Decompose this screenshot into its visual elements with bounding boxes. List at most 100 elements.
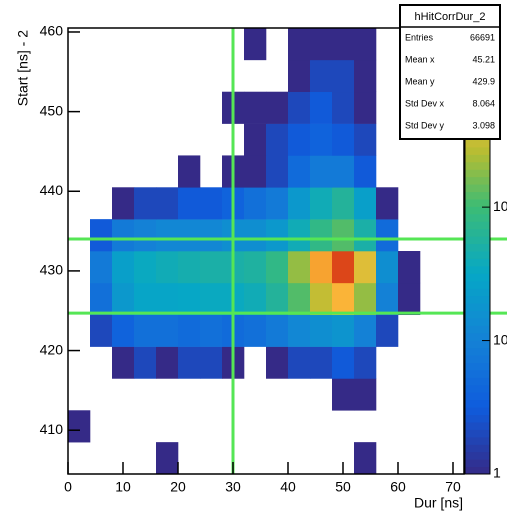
heatmap-cell bbox=[288, 187, 311, 220]
heatmap-cell bbox=[90, 442, 112, 474]
heatmap-cell bbox=[442, 347, 464, 379]
heatmap-cell bbox=[398, 282, 421, 316]
stats-box bbox=[399, 4, 501, 140]
heatmap-cell bbox=[354, 123, 377, 156]
heatmap-cell bbox=[288, 219, 311, 252]
heatmap-cell bbox=[68, 155, 90, 187]
heatmap-cell bbox=[376, 155, 398, 187]
heatmap-cell bbox=[178, 282, 201, 316]
heatmap-cell bbox=[156, 378, 178, 410]
colorbar-segment bbox=[465, 392, 490, 401]
heatmap-cell bbox=[288, 410, 310, 442]
x-tick-label: 60 bbox=[390, 479, 406, 495]
heatmap-cell bbox=[354, 219, 377, 252]
heatmap-cell bbox=[90, 60, 112, 92]
heatmap-cell bbox=[244, 60, 266, 92]
heatmap-cell bbox=[266, 60, 288, 92]
heatmap-cell bbox=[266, 410, 288, 442]
heatmap-cell bbox=[310, 314, 333, 347]
heatmap-cell bbox=[266, 378, 288, 410]
heatmap-cell bbox=[244, 282, 267, 316]
heatmap-cell bbox=[200, 92, 222, 124]
heatmap-cell bbox=[398, 378, 420, 410]
heatmap-cell bbox=[244, 442, 266, 474]
heatmap-cell bbox=[354, 28, 377, 61]
heatmap-cell bbox=[420, 283, 442, 315]
heatmap-cell bbox=[266, 282, 289, 316]
heatmap-cell bbox=[310, 59, 333, 93]
stats-label: Mean x bbox=[405, 54, 435, 64]
heatmap-cell bbox=[178, 28, 200, 60]
heatmap-cell bbox=[178, 314, 201, 347]
stats-label: Std Dev y bbox=[405, 120, 445, 130]
heatmap-cell bbox=[310, 378, 332, 410]
y-tick-label: 450 bbox=[40, 102, 64, 118]
colorbar-segment bbox=[465, 451, 490, 460]
heatmap-cell bbox=[244, 123, 267, 156]
colorbar-segment bbox=[465, 169, 490, 178]
y-axis-label: Start [ns] - 2 bbox=[15, 30, 31, 106]
heatmap-cell bbox=[178, 410, 200, 442]
x-axis-label: Dur [ns] bbox=[414, 495, 463, 511]
heatmap-cell bbox=[288, 314, 311, 347]
heatmap-cell bbox=[332, 28, 355, 61]
heatmap-cell bbox=[134, 92, 156, 124]
heatmap-cell bbox=[200, 251, 223, 284]
colorbar-segment bbox=[465, 414, 490, 423]
heatmap-cell bbox=[156, 155, 178, 187]
heatmap-cell bbox=[134, 282, 157, 316]
heatmap-cell bbox=[200, 378, 222, 410]
heatmap-cell bbox=[288, 155, 311, 188]
colorbar-segment bbox=[465, 347, 490, 356]
heatmap-cell bbox=[420, 187, 442, 219]
heatmap-cell bbox=[376, 92, 398, 124]
colorbar-tick-label: 1 bbox=[493, 465, 501, 481]
heatmap-cell bbox=[354, 346, 377, 379]
heatmap-cell bbox=[156, 28, 178, 60]
heatmap-cell bbox=[134, 187, 157, 220]
heatmap-cell bbox=[354, 314, 377, 347]
colorbar-segment bbox=[465, 325, 490, 334]
heatmap-cell bbox=[376, 314, 399, 347]
heatmap-cell bbox=[332, 378, 355, 411]
heatmap-cell bbox=[112, 251, 135, 284]
heatmap-cell bbox=[288, 346, 311, 379]
heatmap-cell bbox=[266, 346, 289, 379]
heatmap-cell bbox=[68, 442, 90, 474]
heatmap-cell bbox=[90, 347, 112, 379]
heatmap-cell bbox=[244, 28, 267, 61]
colorbar-segment bbox=[465, 436, 490, 445]
heatmap-cell bbox=[200, 187, 223, 220]
x-tick-label: 20 bbox=[170, 479, 186, 495]
heatmap-cell bbox=[288, 59, 311, 93]
heatmap-cell bbox=[112, 314, 135, 347]
heatmap-cell bbox=[266, 28, 288, 60]
heatmap-cell bbox=[156, 187, 179, 220]
heatmap-cell bbox=[442, 219, 464, 251]
colorbar-segment bbox=[465, 198, 490, 207]
heatmap-cell bbox=[68, 378, 90, 410]
colorbar-segment bbox=[465, 384, 490, 393]
heatmap-cell bbox=[244, 155, 267, 188]
heatmap-cell bbox=[134, 155, 156, 187]
heatmap-cell bbox=[310, 187, 333, 220]
heatmap-cell bbox=[376, 442, 398, 474]
heatmap-cell bbox=[244, 91, 267, 124]
x-tick-label: 30 bbox=[225, 479, 241, 495]
x-tick-label: 70 bbox=[445, 479, 461, 495]
heatmap-cell bbox=[178, 442, 200, 474]
heatmap-cell bbox=[310, 442, 332, 474]
heatmap-cell bbox=[376, 124, 398, 156]
heatmap-cell bbox=[134, 346, 157, 379]
heatmap-cell bbox=[112, 410, 134, 442]
colorbar-segment bbox=[465, 243, 490, 252]
y-tick-label: 420 bbox=[40, 341, 64, 357]
colorbar-segment bbox=[465, 317, 490, 326]
x-tick-label: 50 bbox=[335, 479, 351, 495]
heatmap-cell bbox=[266, 251, 289, 284]
heatmap-cell bbox=[288, 123, 311, 156]
heatmap-cell bbox=[90, 378, 112, 410]
heatmap-cell bbox=[420, 442, 442, 474]
heatmap-cell bbox=[288, 28, 311, 61]
heatmap-cell bbox=[376, 410, 398, 442]
